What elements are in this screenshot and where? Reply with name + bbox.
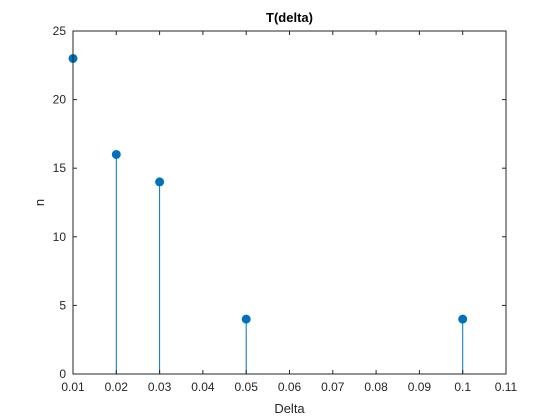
x-tick-label: 0.03: [148, 380, 172, 394]
chart-title: T(delta): [266, 10, 313, 25]
y-axis-ticks: 0 5 10 15 20 25: [53, 24, 506, 381]
y-axis-label: n: [32, 199, 47, 206]
y-tick-label: 25: [53, 24, 67, 38]
plot-area: [73, 31, 506, 374]
x-axis-ticks: 0.01 0.02 0.03 0.04 0.05 0.06 0.07 0.08 0.09 0.1 0…: [61, 31, 518, 394]
y-tick-label: 5: [59, 298, 66, 312]
stem-marker: [155, 177, 165, 187]
x-tick-label: 0.02: [105, 380, 129, 394]
x-axis-label: Delta: [274, 401, 305, 416]
y-tick-label: 0: [59, 367, 66, 381]
stem-marker: [111, 149, 121, 159]
x-tick-label: 0.01: [61, 380, 85, 394]
x-tick-label: 0.06: [278, 380, 302, 394]
x-tick-label: 0.08: [364, 380, 388, 394]
x-tick-label: 0.05: [235, 380, 259, 394]
x-tick-label: 0.07: [321, 380, 345, 394]
stem-marker: [458, 314, 468, 324]
x-tick-label: 0.1: [454, 380, 471, 394]
y-tick-label: 10: [53, 230, 67, 244]
y-tick-label: 15: [53, 161, 67, 175]
y-tick-label: 20: [53, 93, 67, 107]
stem-marker: [241, 314, 251, 324]
x-tick-label: 0.04: [191, 380, 215, 394]
x-tick-label: 0.09: [408, 380, 432, 394]
x-tick-label: 0.11: [495, 380, 518, 394]
